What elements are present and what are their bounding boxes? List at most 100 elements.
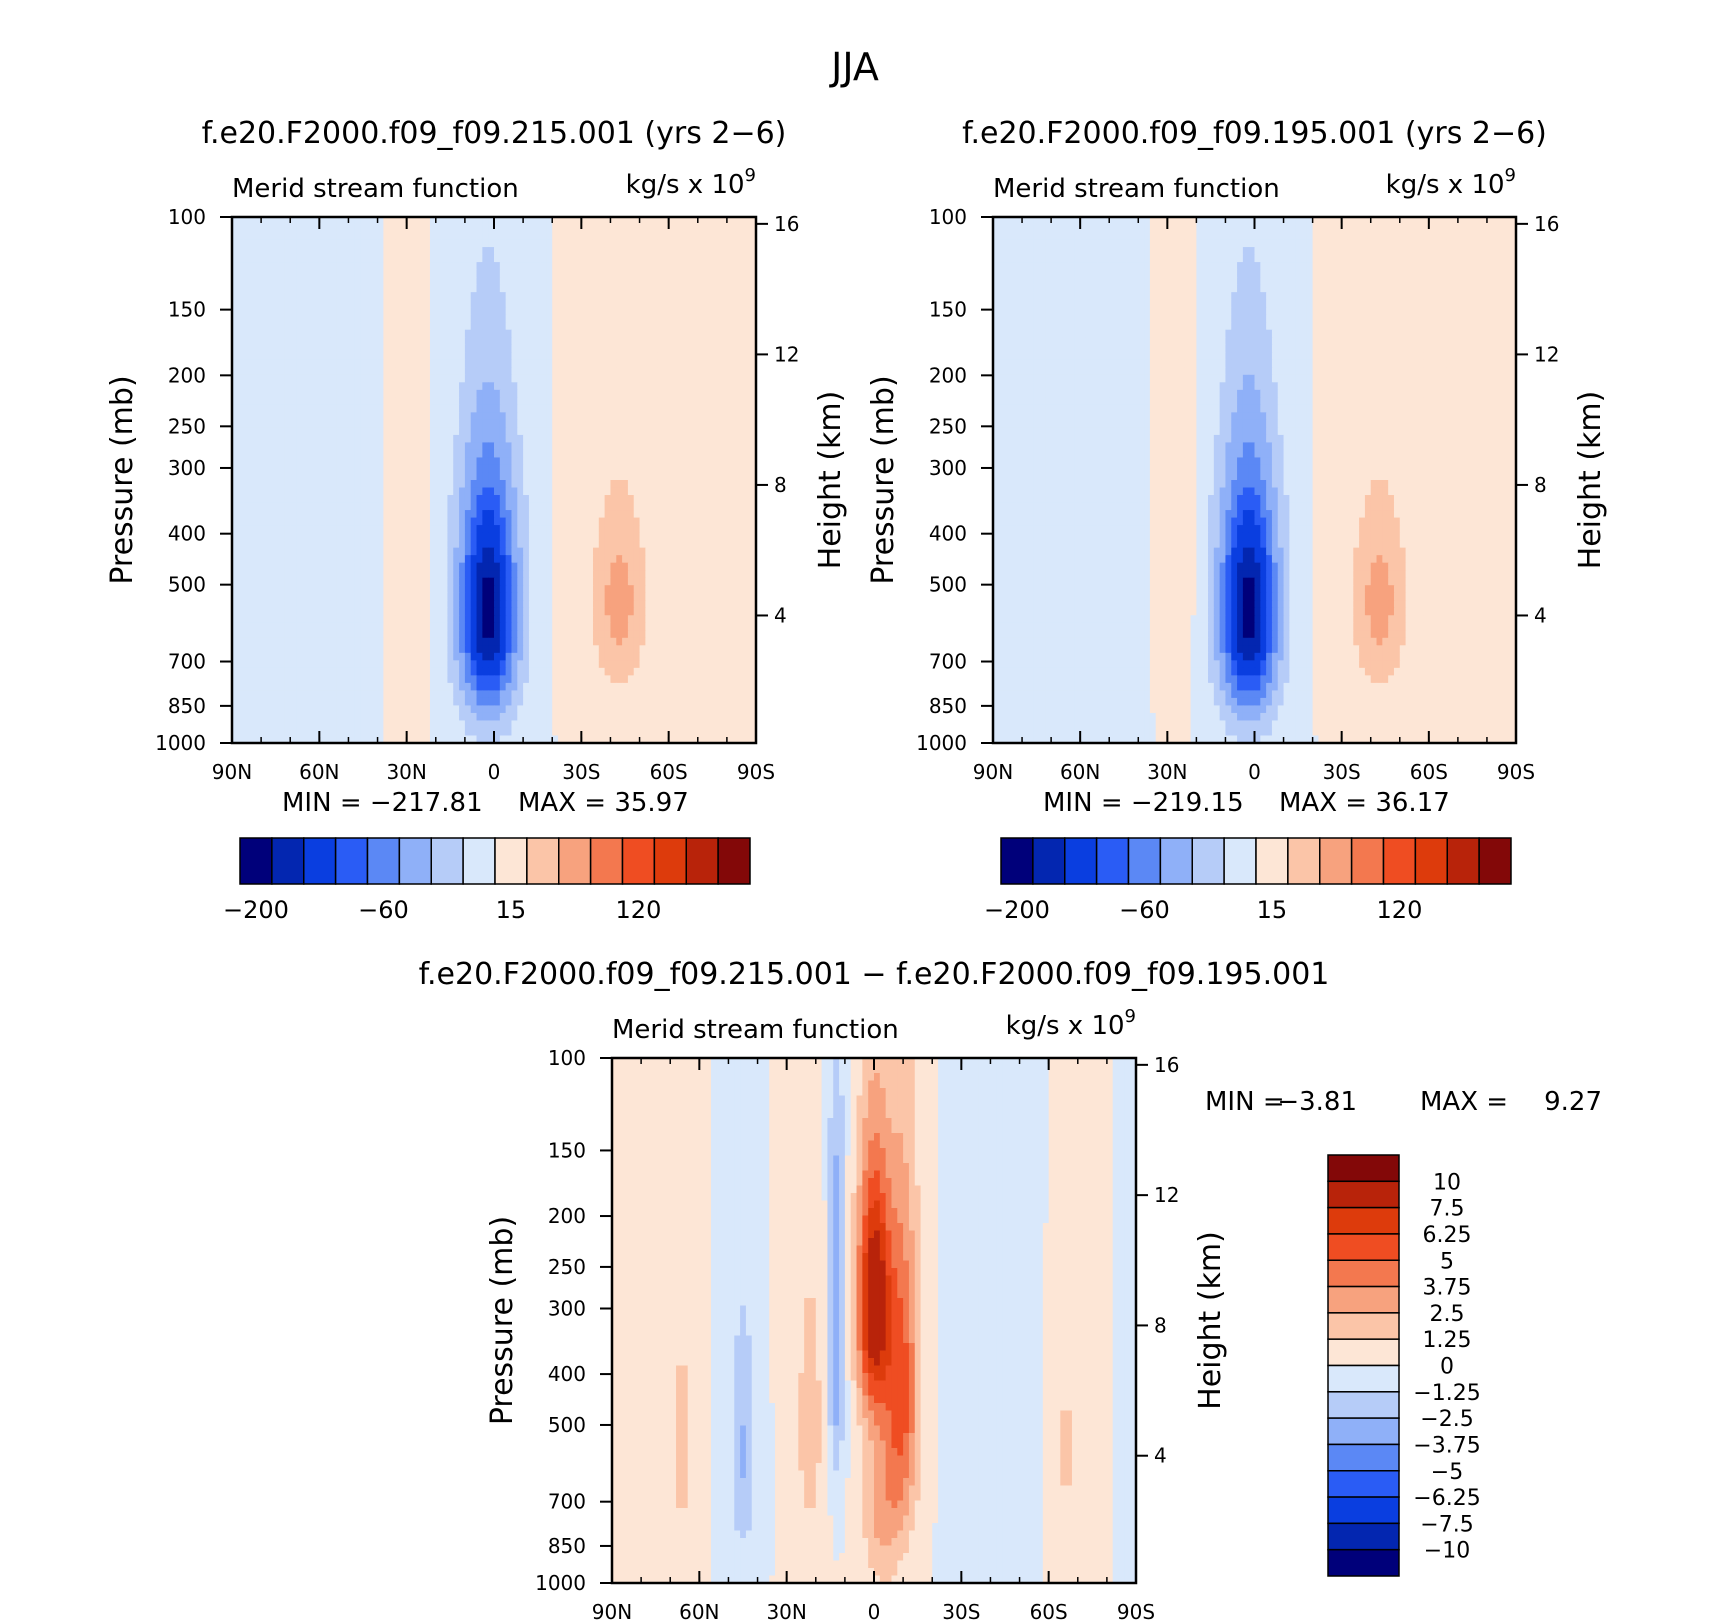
- contour-cell: [733, 285, 739, 293]
- contour-cell: [459, 382, 465, 390]
- contour-cell: [412, 390, 418, 398]
- contour-cell: [558, 420, 564, 428]
- contour-cell: [488, 405, 494, 413]
- contour-cell: [319, 390, 325, 398]
- contour-cell: [290, 225, 296, 233]
- contour-cell: [360, 225, 366, 233]
- contour-cell: [570, 367, 576, 375]
- contour-cell: [541, 285, 547, 293]
- contour-cell: [337, 292, 343, 300]
- contour-cell: [709, 382, 715, 390]
- contour-cell: [599, 240, 605, 248]
- contour-cell: [622, 337, 628, 345]
- contour-cell: [383, 315, 389, 323]
- contour-cell: [238, 255, 244, 263]
- contour-cell: [383, 345, 389, 353]
- contour-cell: [267, 225, 273, 233]
- contour-cell: [267, 322, 273, 330]
- contour-cell: [453, 300, 459, 308]
- contour-cell: [424, 367, 430, 375]
- contour-cell: [284, 427, 290, 435]
- contour-cell: [261, 435, 267, 443]
- contour-cell: [302, 442, 308, 450]
- contour-cell: [442, 397, 448, 405]
- contour-cell: [407, 405, 413, 413]
- contour-cell: [657, 382, 663, 390]
- contour-cell: [331, 397, 337, 405]
- contour-cell: [354, 330, 360, 338]
- contour-cell: [622, 330, 628, 338]
- contour-cell: [314, 307, 320, 315]
- contour-cell: [511, 435, 517, 443]
- contour-cell: [343, 352, 349, 360]
- contour-cell: [447, 352, 453, 360]
- contour-cell: [616, 330, 622, 338]
- contour-cell: [727, 247, 733, 255]
- contour-cell: [261, 225, 267, 233]
- contour-cell: [482, 457, 488, 465]
- contour-cell: [488, 300, 494, 308]
- contour-cell: [453, 292, 459, 300]
- contour-cell: [418, 420, 424, 428]
- contour-cell: [680, 240, 686, 248]
- contour-cell: [546, 240, 552, 248]
- contour-cell: [488, 232, 494, 240]
- contour-cell: [605, 232, 611, 240]
- contour-cell: [546, 352, 552, 360]
- contour-cell: [721, 405, 727, 413]
- contour-cell: [302, 397, 308, 405]
- contour-cell: [645, 375, 651, 383]
- contour-cell: [570, 225, 576, 233]
- contour-cell: [477, 292, 483, 300]
- contour-cell: [558, 255, 564, 263]
- contour-cell: [424, 330, 430, 338]
- contour-cell: [465, 285, 471, 293]
- contour-cell: [424, 382, 430, 390]
- contour-cell: [343, 345, 349, 353]
- contour-cell: [500, 292, 506, 300]
- contour-cell: [552, 292, 558, 300]
- contour-cell: [727, 412, 733, 420]
- contour-cell: [447, 285, 453, 293]
- contour-cell: [651, 322, 657, 330]
- contour-cell: [249, 375, 255, 383]
- contour-cell: [669, 420, 675, 428]
- contour-cell: [244, 352, 250, 360]
- contour-cell: [389, 337, 395, 345]
- contour-cell: [407, 232, 413, 240]
- contour-cell: [744, 255, 750, 263]
- contour-cell: [576, 330, 582, 338]
- contour-cell: [401, 330, 407, 338]
- contour-cell: [325, 292, 331, 300]
- contour-cell: [610, 285, 616, 293]
- contour-cell: [302, 360, 308, 368]
- contour-cell: [744, 247, 750, 255]
- contour-cell: [430, 315, 436, 323]
- contour-cell: [255, 322, 261, 330]
- contour-cell: [238, 450, 244, 458]
- contour-cell: [651, 457, 657, 465]
- contour-cell: [541, 382, 547, 390]
- contour-cell: [541, 262, 547, 270]
- contour-cell: [418, 435, 424, 443]
- contour-cell: [488, 315, 494, 323]
- contour-cell: [267, 375, 273, 383]
- contour-cell: [442, 262, 448, 270]
- contour-cell: [628, 262, 634, 270]
- contour-cell: [587, 255, 593, 263]
- contour-cell: [704, 427, 710, 435]
- contour-cell: [610, 352, 616, 360]
- contour-cell: [296, 262, 302, 270]
- contour-cell: [343, 412, 349, 420]
- contour-cell: [640, 225, 646, 233]
- contour-cell: [663, 247, 669, 255]
- contour-cell: [593, 262, 599, 270]
- contour-cell: [407, 352, 413, 360]
- contour-cell: [378, 420, 384, 428]
- contour-cell: [459, 397, 465, 405]
- contour-cell: [255, 390, 261, 398]
- contour-cell: [610, 450, 616, 458]
- contour-cell: [529, 457, 535, 465]
- contour-cell: [267, 232, 273, 240]
- contour-cell: [669, 375, 675, 383]
